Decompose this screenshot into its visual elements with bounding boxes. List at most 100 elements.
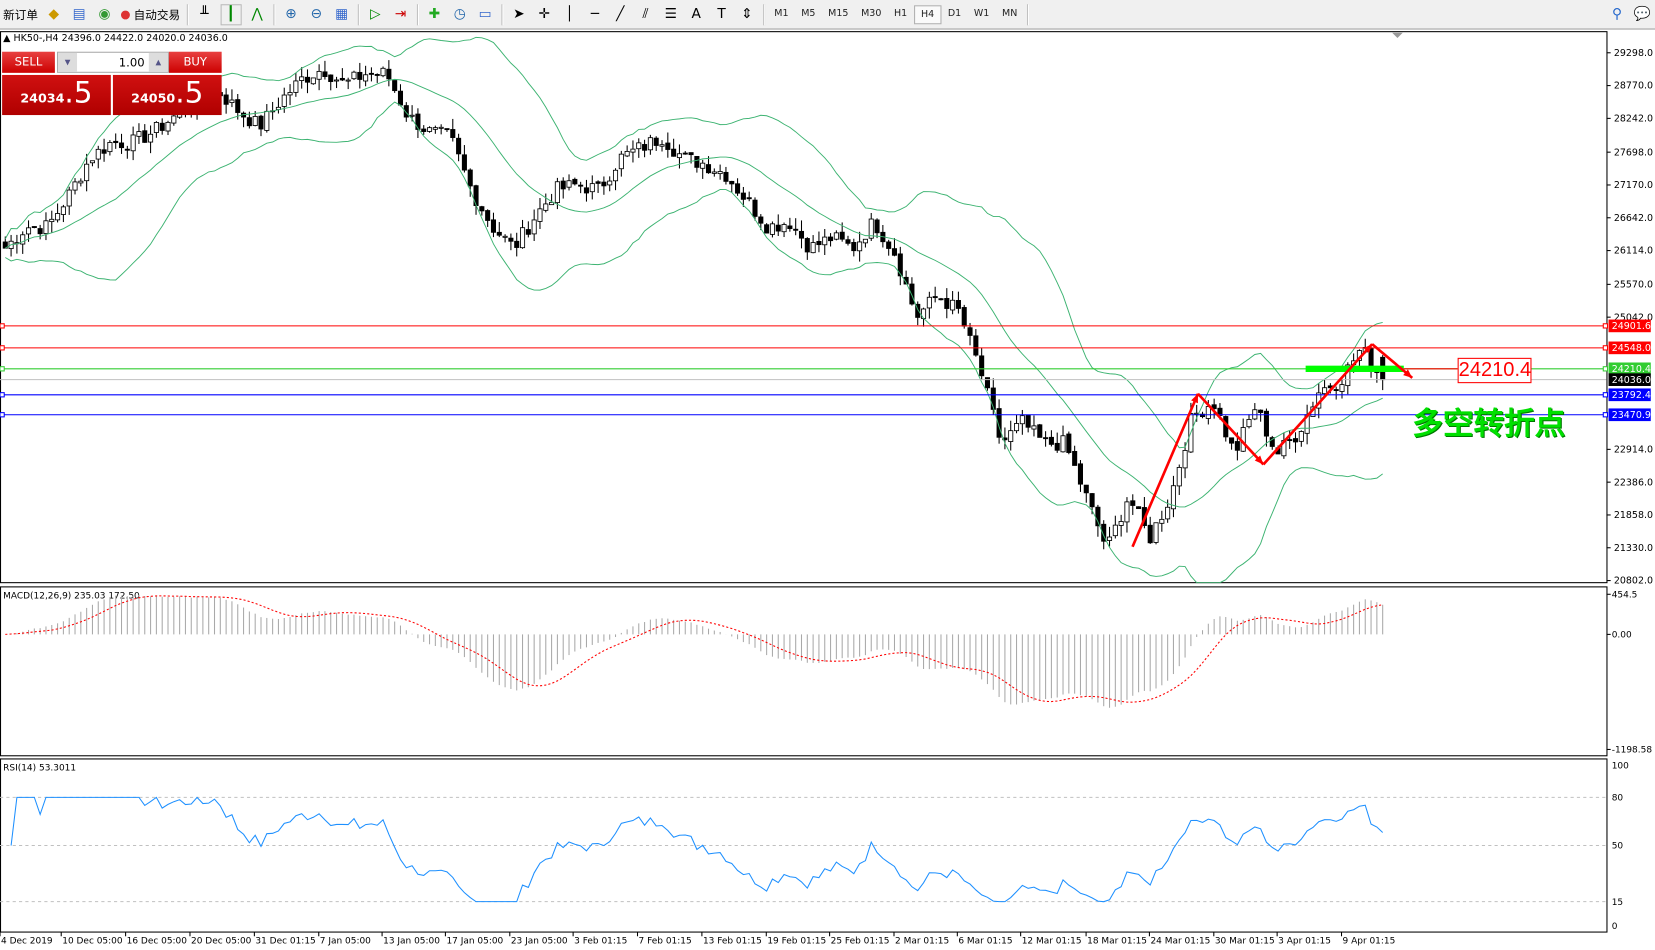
- candle-body: [1014, 423, 1020, 432]
- new-order-button[interactable]: 新订单: [3, 7, 38, 22]
- candle-body: [828, 236, 834, 242]
- equidistant-channel-icon[interactable]: ⫽: [642, 6, 649, 23]
- candle-body: [1066, 433, 1072, 453]
- chart-shift-icon[interactable]: ⇥: [394, 6, 407, 23]
- trend-arrow-line: [1197, 392, 1265, 466]
- candle-body: [159, 122, 165, 131]
- candle-body: [310, 77, 316, 85]
- templates-icon[interactable]: ▭: [478, 6, 492, 23]
- autoscroll-icon[interactable]: ▷: [370, 6, 381, 23]
- timeframe-m30[interactable]: M30: [861, 7, 882, 19]
- candle-body: [43, 220, 49, 234]
- candle-body: [84, 163, 90, 182]
- candle-body: [1130, 500, 1136, 506]
- time-tick-label: 6 Mar 01:15: [958, 937, 1012, 947]
- candle-body: [171, 115, 177, 124]
- fibonacci-icon[interactable]: ☰: [664, 6, 678, 23]
- time-tick-label: 31 Dec 01:15: [255, 937, 315, 947]
- candle-body: [700, 162, 706, 169]
- candle-body: [118, 142, 125, 149]
- timeframe-h1[interactable]: H1: [894, 7, 908, 19]
- candle-body: [72, 181, 78, 191]
- volume-up-icon[interactable]: ▲: [148, 52, 168, 72]
- text-label-icon[interactable]: T: [717, 6, 726, 23]
- periods-clock-icon[interactable]: ◷: [453, 6, 466, 23]
- candlestick-chart-icon[interactable]: ┃: [220, 3, 242, 25]
- candle-body: [316, 70, 322, 80]
- timeframe-m15[interactable]: M15: [828, 7, 849, 19]
- arrow-head-icon: [1254, 455, 1264, 465]
- time-tick-label: 16 Dec 05:00: [127, 937, 188, 947]
- data-window-icon[interactable]: ▤: [72, 6, 86, 23]
- price-chart[interactable]: 29298.0 28770.0 28242.0 27698.0 27170.0 26642…: [0, 30, 1655, 950]
- candle-body: [514, 240, 520, 248]
- candle-body: [339, 77, 345, 81]
- cursor-icon[interactable]: ➤: [513, 6, 525, 23]
- reversal-point-annotation[interactable]: 多空转折点: [1412, 405, 1566, 442]
- price-tick-label: 28770.0: [1614, 81, 1653, 92]
- buy-button[interactable]: BUY: [168, 51, 222, 73]
- line-chart-icon[interactable]: ⋀: [251, 6, 263, 23]
- timeframe-m1[interactable]: M1: [774, 7, 789, 19]
- timeframe-mn[interactable]: MN: [1001, 7, 1018, 19]
- timeframe-d1[interactable]: D1: [947, 7, 962, 19]
- candle-body: [1060, 435, 1066, 453]
- indicators-icon[interactable]: ✚: [428, 6, 441, 23]
- candle-body: [322, 71, 328, 77]
- candle-body: [25, 227, 32, 235]
- vertical-line-icon[interactable]: │: [565, 6, 574, 23]
- candle-body: [293, 80, 299, 93]
- level-handle: [1602, 345, 1609, 351]
- trendline-icon[interactable]: ╱: [616, 6, 625, 23]
- candle-body: [874, 219, 880, 234]
- candle-body: [764, 224, 770, 234]
- arrows-icon[interactable]: ⇕: [741, 6, 753, 23]
- timeframe-h4[interactable]: H4: [913, 4, 942, 24]
- tile-windows-icon[interactable]: ▦: [335, 6, 349, 23]
- volume-down-icon[interactable]: ▼: [58, 52, 78, 72]
- candle-body: [921, 308, 927, 319]
- chat-icon[interactable]: 💬: [1633, 6, 1651, 23]
- candle-body: [554, 181, 560, 204]
- search-icon[interactable]: ⚲: [1611, 6, 1623, 23]
- crosshair-icon[interactable]: ✛: [538, 6, 550, 23]
- price-tick-label: 27170.0: [1614, 180, 1653, 191]
- candle-body: [421, 128, 427, 132]
- market-watch-icon[interactable]: ◆: [48, 6, 60, 23]
- candle-body: [519, 227, 526, 249]
- volume-input[interactable]: ▼ 1.00 ▲: [56, 51, 169, 73]
- time-tick-label: 18 Mar 01:15: [1087, 937, 1147, 947]
- candle-body: [932, 296, 938, 299]
- candle-body: [1136, 506, 1142, 510]
- horizontal-line-icon[interactable]: ─: [590, 6, 600, 23]
- timeframe-m5[interactable]: M5: [801, 7, 816, 19]
- time-tick-label: 25 Feb 01:15: [831, 937, 890, 947]
- navigator-icon[interactable]: ◉: [98, 6, 111, 23]
- candle-body: [461, 154, 467, 171]
- rsi-tick-label: 15: [1612, 898, 1623, 908]
- candle-body: [775, 224, 781, 232]
- price-annotation-label[interactable]: 24210.4: [1457, 357, 1532, 384]
- timeframe-w1[interactable]: W1: [973, 7, 990, 19]
- auto-trading-button[interactable]: ● 自动交易: [117, 3, 183, 26]
- candle-body: [142, 130, 148, 143]
- one-click-trading-panel: SELL ▼ 1.00 ▲ BUY 24034.5 24050.5: [2, 51, 222, 116]
- price-tick-label: 25570.0: [1614, 280, 1653, 291]
- candle-body: [607, 180, 613, 186]
- buy-price[interactable]: 24050.5: [112, 74, 222, 116]
- candle-body: [671, 148, 677, 157]
- text-icon[interactable]: A: [691, 6, 701, 23]
- level-handle: [0, 323, 5, 329]
- level-price-tag: [1608, 341, 1651, 355]
- chart-header: ▲ HK50-,H4 24396.0 24422.0 24020.0 24036…: [3, 34, 228, 45]
- bar-chart-icon[interactable]: ╨: [200, 6, 209, 23]
- bollinger-lower: [5, 101, 1383, 584]
- sell-button[interactable]: SELL: [2, 51, 55, 73]
- buy-price-main: 24050: [131, 90, 176, 106]
- candle-body: [642, 144, 648, 151]
- candle-body: [531, 219, 537, 235]
- sell-price[interactable]: 24034.5: [2, 74, 111, 116]
- candle-body: [688, 152, 694, 156]
- zoom-in-icon[interactable]: ⊕: [285, 6, 297, 23]
- zoom-out-icon[interactable]: ⊖: [310, 6, 322, 23]
